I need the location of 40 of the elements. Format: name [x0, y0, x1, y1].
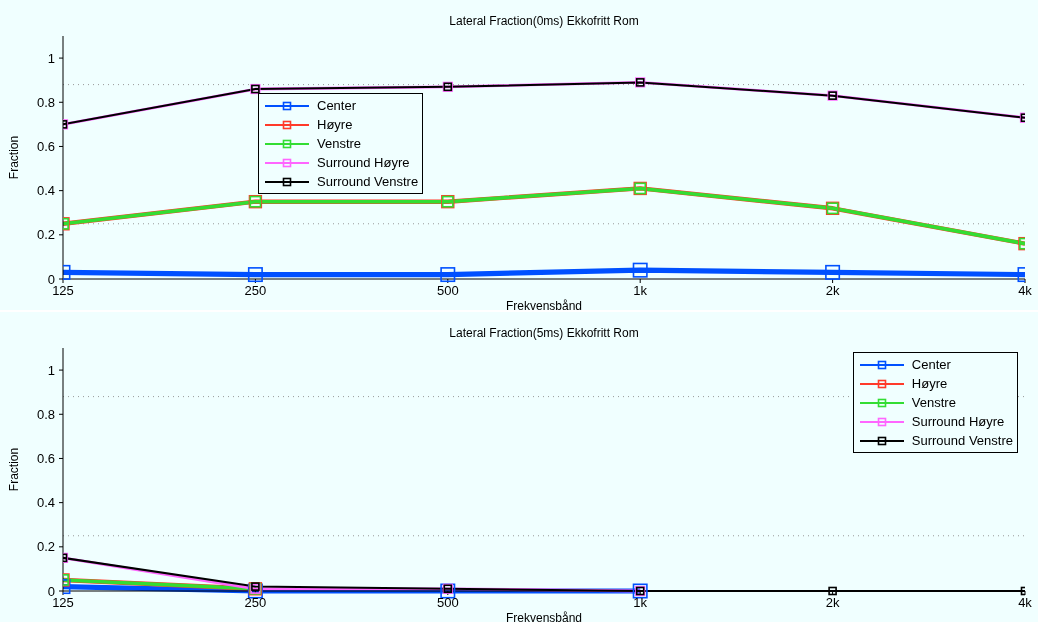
legend-label: Surround Høyre [911, 414, 1005, 429]
y-tick-label: 1 [47, 362, 55, 378]
legend-label: Surround Venstre [911, 433, 1013, 448]
x-tick-label: 500 [436, 595, 459, 611]
x-tick-label: 1k [633, 595, 648, 611]
y-tick-label: 0 [47, 583, 55, 599]
x-tick-label: 250 [244, 283, 267, 299]
legend-label: Venstre [911, 395, 956, 410]
legend-label: Center [911, 357, 951, 372]
legend-label: Center [317, 98, 357, 113]
legend-label: Surround Høyre [317, 155, 410, 170]
chart-title: Lateral Fraction(5ms) Ekkofritt Rom [448, 326, 640, 340]
legend-label: Surround Venstre [317, 174, 419, 189]
legend-label: Venstre [317, 136, 362, 151]
y-tick-label: 0.4 [36, 183, 55, 199]
x-tick-label: 2k [825, 283, 840, 299]
legend-label: Høyre [317, 117, 353, 132]
y-tick-label: 0.4 [36, 495, 55, 511]
x-tick-label: 250 [244, 595, 267, 611]
x-tick-label: 1k [633, 283, 648, 299]
y-tick-label: 1 [47, 50, 55, 66]
legend-label: Høyre [911, 376, 948, 391]
x-axis-title: Frekvensbånd [505, 299, 583, 313]
x-axis-title: Frekvensbånd [505, 611, 583, 624]
x-tick-label: 4k [1018, 595, 1033, 611]
x-tick-label: 125 [52, 595, 74, 611]
y-axis-title: Fraction [7, 447, 22, 492]
x-tick-label: 2k [825, 595, 840, 611]
y-tick-label: 0 [47, 271, 55, 287]
chart-title: Lateral Fraction(0ms) Ekkofritt Rom [448, 14, 640, 28]
y-tick-label: 0.8 [36, 406, 55, 422]
x-tick-label: 500 [436, 283, 459, 299]
y-tick-label: 0.6 [36, 451, 55, 467]
x-tick-label: 125 [52, 283, 74, 299]
y-tick-label: 0.2 [36, 539, 55, 555]
y-tick-label: 0.8 [36, 94, 55, 110]
x-tick-label: 4k [1018, 283, 1033, 299]
y-tick-label: 0.6 [36, 139, 55, 155]
y-axis-title: Fraction [7, 135, 22, 180]
y-tick-label: 0.2 [36, 227, 55, 243]
